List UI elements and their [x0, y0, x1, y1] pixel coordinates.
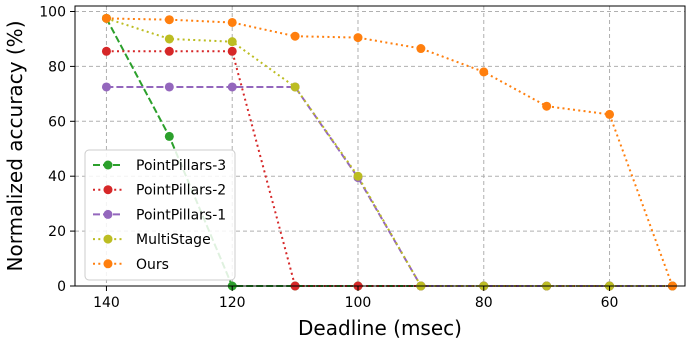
data-point [227, 17, 237, 27]
data-point [101, 46, 111, 56]
y-tick-label: 20 [48, 224, 66, 240]
data-point [227, 37, 237, 47]
legend-item: Ours [93, 257, 169, 273]
data-point [479, 67, 489, 77]
y-tick-label: 0 [57, 279, 66, 295]
x-tick-label: 120 [219, 295, 246, 311]
legend-label: PointPillars-2 [136, 183, 226, 199]
legend-label: PointPillars-3 [136, 158, 226, 174]
legend-marker [103, 160, 113, 170]
legend-marker [103, 185, 113, 195]
legend-item: PointPillars-3 [93, 158, 226, 174]
x-tick-label: 100 [345, 295, 372, 311]
data-point [101, 82, 111, 92]
data-point [227, 82, 237, 92]
data-point [101, 13, 111, 23]
data-point [164, 15, 174, 25]
data-point [290, 31, 300, 41]
legend-label: PointPillars-1 [136, 207, 226, 223]
data-point [164, 34, 174, 44]
data-point [164, 82, 174, 92]
x-tick-label: 60 [601, 295, 619, 311]
data-point [164, 46, 174, 56]
y-axis-label: Normalized accuracy (%) [3, 21, 27, 272]
legend-item: PointPillars-1 [93, 207, 226, 223]
legend-box [84, 149, 236, 281]
x-axis-label: Deadline (msec) [298, 316, 462, 340]
data-point [542, 101, 552, 111]
legend: PointPillars-3 PointPillars-2 PointPillars… [84, 149, 236, 281]
y-tick-label: 40 [48, 169, 66, 185]
y-tick-label: 100 [39, 4, 66, 20]
data-point [290, 82, 300, 92]
legend-marker [103, 209, 113, 219]
y-axis-ticks: 0 20 40 60 80 100 [39, 4, 75, 295]
legend-marker [103, 234, 113, 244]
legend-item: MultiStage [93, 232, 211, 248]
x-axis-ticks: 140 120 100 80 60 [93, 286, 618, 311]
series-ours [101, 13, 677, 291]
data-point [353, 33, 363, 43]
legend-item: PointPillars-2 [93, 183, 226, 199]
legend-label: Ours [136, 257, 169, 273]
legend-label: MultiStage [136, 232, 211, 248]
data-point [605, 109, 615, 119]
data-point [164, 131, 174, 141]
data-point [416, 44, 426, 54]
y-tick-label: 80 [48, 59, 66, 75]
x-tick-label: 80 [475, 295, 493, 311]
data-point [353, 171, 363, 181]
legend-marker [103, 259, 113, 269]
x-tick-label: 140 [93, 295, 120, 311]
plot-frame [74, 5, 686, 287]
y-tick-label: 60 [48, 114, 66, 130]
data-point [227, 46, 237, 56]
